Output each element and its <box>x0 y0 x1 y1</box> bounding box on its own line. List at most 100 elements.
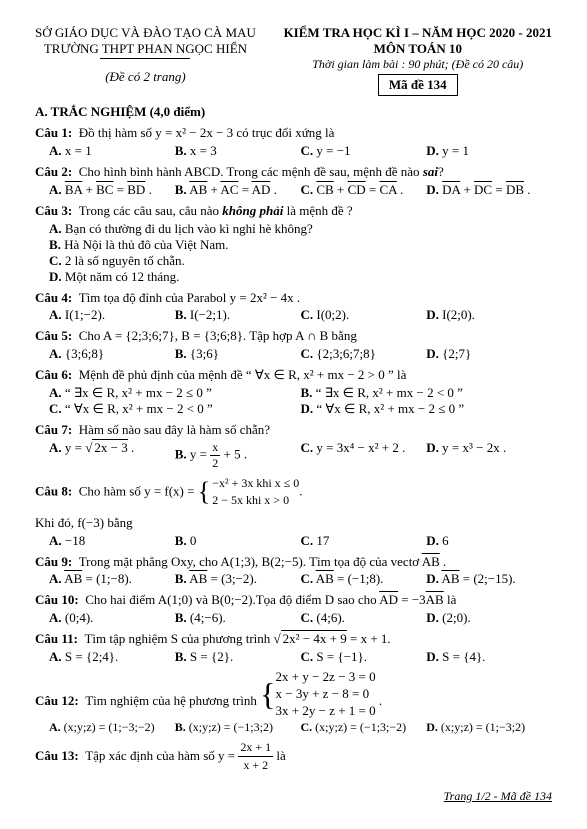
q1-d: y = 1 <box>442 143 469 158</box>
q11-b: S = {2}. <box>190 649 233 664</box>
q5: Câu 5: Cho A = {2;3;6;7}, B = {3;6;8}. T… <box>35 327 552 346</box>
q11-d: S = {4}. <box>442 649 485 664</box>
q12-d: (x;y;z) = (1;−3;2) <box>441 720 525 734</box>
q5-d: {2;7} <box>442 346 471 361</box>
q3-a: Bạn có thường đi du lịch vào kì nghỉ hè … <box>65 221 313 236</box>
section-a: A. TRẮC NGHIỆM (4,0 điểm) <box>35 104 552 120</box>
q12: Câu 12: Tìm nghiệm của hệ phương trình {… <box>35 669 552 720</box>
exam-title: KIỂM TRA HỌC KÌ I – NĂM HỌC 2020 - 2021 <box>284 25 552 41</box>
q3-kp: không phải <box>222 203 283 218</box>
q1-choices: A. x = 1 B. x = 3 C. y = −1 D. y = 1 <box>49 143 552 159</box>
q5-stem: Cho A = {2;3;6;7}, B = {3;6;8}. Tập hợp … <box>79 328 357 343</box>
exam-code: Mã đề 134 <box>378 74 458 96</box>
q11: Câu 11: Tìm tập nghiệm S của phương trìn… <box>35 630 552 649</box>
q8b-c: 17 <box>316 533 329 548</box>
q12-l1: 2x + y − 2z − 3 = 0 <box>276 669 376 686</box>
q4-b: I(−2;1). <box>190 307 230 322</box>
q12-b: (x;y;z) = (−1;3;2) <box>189 720 273 734</box>
q12-l2: x − 3y + z − 8 = 0 <box>276 686 376 703</box>
q8b-b: 0 <box>190 533 197 548</box>
q7: Câu 7: Hàm số nào sau đây là hàm số chẵn… <box>35 421 552 440</box>
q8-l2: 2 − 5x khi x > 0 <box>212 492 299 509</box>
q12-choices: A. (x;y;z) = (1;−3;−2) B. (x;y;z) = (−1;… <box>49 720 552 735</box>
q12-a: (x;y;z) = (1;−3;−2) <box>64 720 155 734</box>
q13-d: x + 2 <box>238 757 273 774</box>
q4-choices: A. I(1;−2). B. I(−2;1). C. I(0;2). D. I(… <box>49 307 552 323</box>
q2-stem: Cho hình bình hành ABCD. Trong các mệnh … <box>79 164 423 179</box>
q10-choices: A. (0;4). B. (4;−6). C. (4;6). D. (2;0). <box>49 610 552 626</box>
q6-c: “ ∀x ∈ R, x² + mx − 2 < 0 ” <box>65 401 213 416</box>
q6-d: “ ∀x ∈ R, x² + mx − 2 ≤ 0 ” <box>316 401 464 416</box>
q7-choices: A. y = 2x − 3 . B. y = x2 + 5 . C. y = 3… <box>49 440 552 471</box>
q3-s2: là mệnh đề ? <box>283 203 352 218</box>
q8-post: . <box>299 483 302 498</box>
q11-a: S = {2;4}. <box>65 649 118 664</box>
footer: Trang 1/2 - Mã đề 134 <box>35 789 552 804</box>
q10-b: (4;−6). <box>190 610 226 625</box>
q7-d: y = x³ − 2x . <box>442 440 506 455</box>
q7-stem: Hàm số nào sau đây là hàm số chẵn? <box>79 422 270 437</box>
q9: Câu 9: Trong mặt phẳng Oxy, cho A(1;3), … <box>35 553 552 572</box>
q10-stem: Cho hai điểm A(1;0) và B(0;−2).Tọa độ đi… <box>85 592 379 607</box>
q13-n: 2x + 1 <box>238 739 273 757</box>
q10-a: (0;4). <box>65 610 94 625</box>
q13-stem: Tập xác định của hàm số y = <box>85 748 238 763</box>
subject: MÔN TOÁN 10 <box>284 41 552 57</box>
q10-d: (2;0). <box>442 610 471 625</box>
q12-stem: Tìm nghiệm của hệ phương trình <box>85 693 260 708</box>
q2-choices: A. BA + BC = BD . B. AB + AC = AD . C. C… <box>49 182 552 198</box>
q3: Câu 3: Trong các câu sau, câu nào không … <box>35 202 552 221</box>
q7-c: y = 3x⁴ − x² + 2 . <box>316 440 405 455</box>
q8-pre: Cho hàm số y = f(x) = <box>79 483 198 498</box>
q4-c: I(0;2). <box>316 307 349 322</box>
q2: Câu 2: Cho hình bình hành ABCD. Trong cá… <box>35 163 552 182</box>
q4-a: I(1;−2). <box>65 307 105 322</box>
q8b-choices: A. −18 B. 0 C. 17 D. 6 <box>49 533 552 549</box>
q8b-d: 6 <box>442 533 449 548</box>
q1: Câu 1: Đồ thị hàm số y = x² − 2x − 3 có … <box>35 124 552 143</box>
q3-options: A. Bạn có thường đi du lịch vào kì nghỉ … <box>49 221 552 285</box>
q3-d: Một năm có 12 tháng. <box>65 269 179 284</box>
dept: SỞ GIÁO DỤC VÀ ĐÀO TẠO CÀ MAU <box>35 25 256 41</box>
q11-choices: A. S = {2;4}. B. S = {2}. C. S = {−1}. D… <box>49 649 552 665</box>
q6-stem: Mệnh đề phủ định của mệnh đề “ ∀x ∈ R, x… <box>79 367 407 382</box>
q8-l1: −x² + 3x khi x ≤ 0 <box>212 475 299 492</box>
q6-a: “ ∃x ∈ R, x² + mx − 2 ≤ 0 ” <box>65 385 212 400</box>
q1-stem: Đồ thị hàm số y = x² − 2x − 3 có trục đố… <box>79 125 335 140</box>
q6-choices: A. “ ∃x ∈ R, x² + mx − 2 ≤ 0 ” B. “ ∃x ∈… <box>49 385 552 417</box>
timing: Thời gian làm bài : 90 phút; (Đề có 20 c… <box>284 57 552 72</box>
pages: (Đề có 2 trang) <box>35 69 256 85</box>
q3-b: Hà Nội là thủ đô của Việt Nam. <box>64 237 228 252</box>
q10: Câu 10: Cho hai điểm A(1;0) và B(0;−2).T… <box>35 591 552 610</box>
q11-c: S = {−1}. <box>316 649 367 664</box>
q5-a: {3;6;8} <box>65 346 104 361</box>
q1-c: y = −1 <box>316 143 350 158</box>
hr <box>100 58 190 59</box>
q9-choices: A. AB = (1;−8). B. AB = (3;−2). C. AB = … <box>49 571 552 587</box>
q5-choices: A. {3;6;8} B. {3;6} C. {2;3;6;7;8} D. {2… <box>49 346 552 362</box>
q1-a: x = 1 <box>65 143 92 158</box>
q12-l3: 3x + 2y − z + 1 = 0 <box>276 703 376 720</box>
q2-sai: sai <box>423 164 438 179</box>
q3-c: 2 là số nguyên tố chẵn. <box>65 253 185 268</box>
header: SỞ GIÁO DỤC VÀ ĐÀO TẠO CÀ MAU TRƯỜNG THP… <box>35 25 552 96</box>
q8b-a: −18 <box>65 533 85 548</box>
q3-s1: Trong các câu sau, câu nào <box>79 203 223 218</box>
q11-stem: Tìm tập nghiệm S của phương trình <box>84 631 273 646</box>
q5-c: {2;3;6;7;8} <box>316 346 375 361</box>
q4-d: I(2;0). <box>442 307 475 322</box>
q4-stem: Tìm tọa độ đỉnh của Parabol y = 2x² − 4x… <box>79 290 300 305</box>
q10-c: (4;6). <box>316 610 345 625</box>
q5-b: {3;6} <box>190 346 219 361</box>
q4: Câu 4: Tìm tọa độ đỉnh của Parabol y = 2… <box>35 289 552 308</box>
q6: Câu 6: Mệnh đề phủ định của mệnh đề “ ∀x… <box>35 366 552 385</box>
q8b-stem: Khi đó, f(−3) bằng <box>35 515 133 530</box>
q12-c: (x;y;z) = (−1;3;−2) <box>315 720 406 734</box>
school: TRƯỜNG THPT PHAN NGỌC HIỂN <box>35 41 256 57</box>
q8: Câu 8: Cho hàm số y = f(x) = { −x² + 3x … <box>35 475 552 510</box>
q8b: Khi đó, f(−3) bằng <box>35 514 552 533</box>
q13-post: là <box>276 748 285 763</box>
q9-stem: Trong mặt phẳng Oxy, cho A(1;3), B(2;−5)… <box>79 554 422 569</box>
q6-b: “ ∃x ∈ R, x² + mx − 2 < 0 ” <box>316 385 463 400</box>
q13: Câu 13: Tập xác định của hàm số y = 2x +… <box>35 739 552 775</box>
